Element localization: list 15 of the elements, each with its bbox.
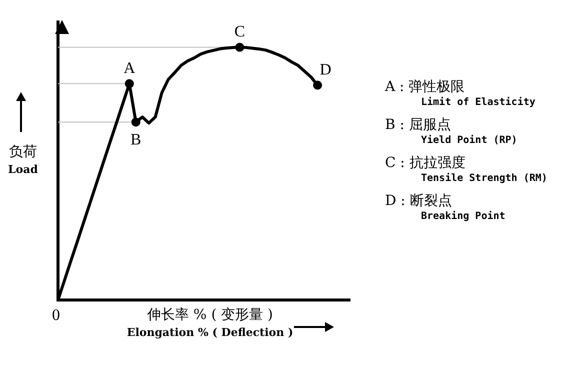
annotation: C (234, 23, 246, 40)
point (131, 118, 140, 127)
text: A : 弹性极限 Limit of Elasticity (385, 78, 536, 110)
text: D : 断裂点 Breaking Point (385, 192, 506, 224)
point (124, 79, 134, 88)
point (235, 42, 244, 52)
annotation: D (320, 61, 332, 78)
y-axis-title: 负荷 Load (7, 143, 39, 178)
annotation: B (130, 131, 142, 148)
point (313, 80, 322, 90)
text: B : 屈服点 Yield Point (RP) (385, 116, 518, 148)
annotation: 0 (52, 307, 60, 324)
text: C : 抗拉强度 Tensile Strength (RM) (385, 154, 548, 186)
x-axis-title: 伸长率 % ( 变形量 ) Elongation % ( Deflection ) (126, 306, 294, 341)
annotation: A (124, 60, 136, 77)
